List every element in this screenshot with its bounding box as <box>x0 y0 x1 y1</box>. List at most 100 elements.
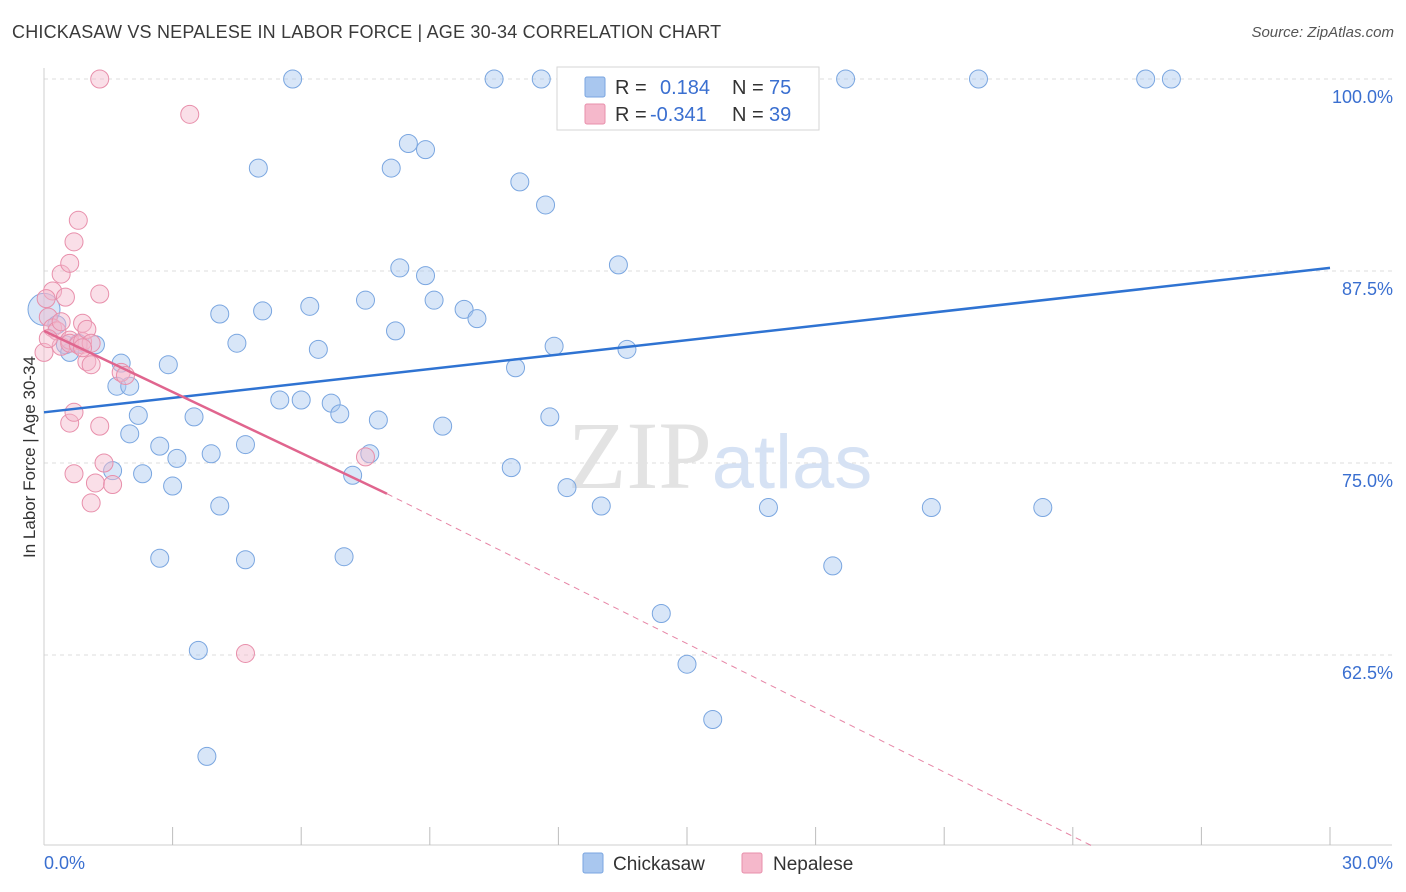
chickasaw-point <box>227 333 247 353</box>
chickasaw-point <box>540 407 560 427</box>
y-tick-label: 62.5% <box>1342 663 1393 683</box>
nepalese-point <box>68 210 88 230</box>
chickasaw-point <box>1161 69 1181 89</box>
nepalese-point <box>81 355 101 375</box>
chart-title: CHICKASAW VS NEPALESE IN LABOR FORCE | A… <box>12 22 722 42</box>
chickasaw-point <box>1136 69 1156 89</box>
chickasaw-point <box>235 435 255 455</box>
y-tick-labels: 62.5% 75.0% 87.5% 100.0% <box>1332 87 1393 683</box>
chickasaw-point <box>836 69 856 89</box>
nepalese-point <box>90 416 110 436</box>
y-axis-label: In Labor Force | Age 30-34 <box>20 356 39 558</box>
nepalese-point <box>60 413 80 433</box>
chickasaw-point <box>386 321 406 341</box>
chickasaw-point <box>531 69 551 89</box>
nepalese-point <box>356 447 375 467</box>
legend-n-value-nepalese: 39 <box>769 104 791 126</box>
y-tick-label: 87.5% <box>1342 279 1393 299</box>
chickasaw-point <box>270 390 290 410</box>
chickasaw-point <box>677 654 697 674</box>
chickasaw-point <box>501 458 521 478</box>
chickasaw-point <box>356 290 375 310</box>
chickasaw-point <box>283 69 303 89</box>
chickasaw-point <box>617 339 637 359</box>
chickasaw-point <box>506 358 526 378</box>
nepalese-trend-extension <box>386 493 1095 848</box>
chickasaw-point <box>248 158 268 178</box>
watermark: ZIPatlas <box>568 402 873 509</box>
chickasaw-point <box>210 304 230 324</box>
nepalese-point <box>64 402 84 422</box>
nepalese-trend-line <box>43 329 388 495</box>
chickasaw-point <box>291 390 311 410</box>
nepalese-point <box>81 493 101 513</box>
chickasaw-point <box>758 498 778 518</box>
chickasaw-point <box>454 299 474 319</box>
legend-n-value-chickasaw: 75 <box>769 77 791 99</box>
legend-swatch-chickasaw <box>584 76 606 98</box>
chickasaw-point <box>120 376 140 396</box>
x-tick-label: 30.0% <box>1342 853 1393 873</box>
chickasaw-point <box>210 496 230 516</box>
chickasaw-point <box>823 556 843 576</box>
bottom-legend-label-nepalese: Nepalese <box>773 854 853 875</box>
chickasaw-point <box>158 355 178 375</box>
chickasaw-point <box>150 548 170 568</box>
chickasaw-point <box>544 336 564 356</box>
bottom-legend-swatch-nepalese <box>741 852 763 874</box>
chickasaw-point <box>133 464 153 484</box>
nepalese-point <box>235 643 255 663</box>
nepalese-point <box>73 338 93 358</box>
chickasaw-point <box>201 444 221 464</box>
nepalese-point <box>36 289 56 309</box>
series-nepalese <box>34 69 375 663</box>
x-tick-labels: 0.0% 30.0% <box>44 853 1393 873</box>
chickasaw-point <box>591 496 611 516</box>
chickasaw-point <box>368 410 388 430</box>
chickasaw-point <box>390 258 410 278</box>
chickasaw-point <box>968 69 988 89</box>
legend-n-label-chickasaw: N = <box>732 77 764 99</box>
axes <box>43 68 1392 846</box>
legend-r-label-nepalese: R = <box>615 104 647 126</box>
chickasaw-trend-line <box>43 266 1331 414</box>
chickasaw-point <box>197 746 217 766</box>
chickasaw-point <box>300 296 320 316</box>
chickasaw-point <box>381 158 401 178</box>
bottom-legend-label-chickasaw: Chickasaw <box>613 854 705 875</box>
legend-r-label-chickasaw: R = <box>615 77 647 99</box>
nepalese-point <box>94 453 114 473</box>
y-tick-label: 75.0% <box>1342 471 1393 491</box>
nepalese-point <box>90 69 110 89</box>
chickasaw-point <box>167 448 187 468</box>
legend-swatch-nepalese <box>584 103 606 125</box>
chickasaw-point <box>703 710 723 730</box>
chickasaw-point <box>1033 498 1053 518</box>
nepalese-point <box>180 104 200 124</box>
chickasaw-point <box>608 255 628 275</box>
chickasaw-point <box>163 476 183 496</box>
chickasaw-point <box>416 266 436 286</box>
chickasaw-point <box>184 407 204 427</box>
chickasaw-point <box>651 604 671 624</box>
trend-lines <box>43 266 1331 848</box>
nepalese-point <box>85 473 105 493</box>
chickasaw-point <box>188 640 208 660</box>
chickasaw-point <box>253 301 273 321</box>
chickasaw-point <box>120 424 140 444</box>
chickasaw-point <box>308 339 328 359</box>
legend-box: R = 0.184 N = 75 R = -0.341 N = 39 <box>556 66 820 131</box>
chickasaw-point <box>330 404 350 424</box>
bottom-legend: Chickasaw Nepalese <box>582 852 853 875</box>
chickasaw-point <box>536 195 556 215</box>
grid-lines <box>44 78 1392 656</box>
chickasaw-point <box>484 69 504 89</box>
chickasaw-point <box>416 140 436 160</box>
chickasaw-point <box>235 550 255 570</box>
chickasaw-point <box>467 309 487 329</box>
x-tick-label: 0.0% <box>44 853 85 873</box>
chickasaw-point <box>334 547 354 567</box>
chickasaw-point <box>510 172 530 192</box>
nepalese-point <box>55 287 75 307</box>
